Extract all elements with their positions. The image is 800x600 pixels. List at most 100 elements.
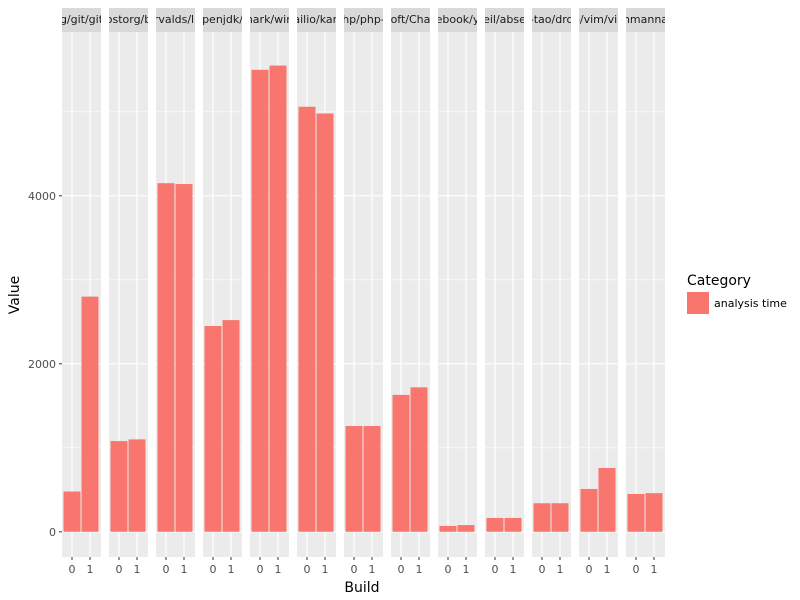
facet-panel-10: -tao/dro 0 1 xyxy=(530,8,574,576)
bar-0 xyxy=(533,503,551,532)
x-axis-title: Build xyxy=(344,580,379,596)
facet-strip-label: rvalds/li xyxy=(154,13,197,26)
facet-strip xyxy=(438,8,477,32)
facet-panel-6: hp/php- 0 1 xyxy=(342,8,385,576)
facet-panel-9: eil/abse 0 1 xyxy=(483,8,526,576)
x-tick-label: 0 xyxy=(257,563,264,576)
x-tick-label: 0 xyxy=(351,563,358,576)
bar-1 xyxy=(410,387,428,532)
facet-panel-background xyxy=(532,32,571,557)
bar-0 xyxy=(392,394,410,532)
x-tick-label: 1 xyxy=(275,563,282,576)
bar-1 xyxy=(222,320,240,532)
facet-panel-3: penjdk/0 1 xyxy=(202,8,243,576)
y-axis-title: Value xyxy=(7,276,23,314)
x-tick-label: 0 xyxy=(633,563,640,576)
bar-0 xyxy=(439,525,457,532)
facet-strip xyxy=(156,8,195,32)
facet-strip-label: ailio/kan xyxy=(293,13,339,26)
bar-0 xyxy=(345,425,363,532)
bar-0 xyxy=(251,69,269,532)
x-tick-label: 0 xyxy=(492,563,499,576)
facet-panel-background xyxy=(438,32,477,557)
bar-0 xyxy=(627,494,645,532)
bar-1 xyxy=(457,525,475,532)
facet-panel-4: hark/win 0 1 xyxy=(246,8,293,576)
bar-1 xyxy=(645,493,663,532)
facet-strip-label: hark/win xyxy=(246,13,293,26)
facet-strip xyxy=(297,8,336,32)
bar-0 xyxy=(204,326,222,532)
x-tick-label: 0 xyxy=(539,563,546,576)
facet-panel-8: ebook/y 0 1 xyxy=(438,8,477,576)
x-tick-label: 1 xyxy=(651,563,658,576)
bar-0 xyxy=(157,183,175,532)
x-tick-label: 1 xyxy=(510,563,517,576)
legend-key-analysis-time xyxy=(687,292,709,314)
x-tick-label: 1 xyxy=(322,563,329,576)
bar-1 xyxy=(598,467,616,532)
x-tick-label: 0 xyxy=(304,563,311,576)
facet-strip-label: penjdk/ xyxy=(202,13,243,26)
y-tick-label: 2000 xyxy=(28,358,56,371)
facet-strip xyxy=(626,8,665,32)
y-tick-label: 0 xyxy=(49,526,56,539)
bar-1 xyxy=(363,425,381,532)
x-tick-label: 1 xyxy=(87,563,94,576)
facet-strip xyxy=(485,8,524,32)
facet-strip xyxy=(391,8,430,32)
facet-strip-label: ostorg/b xyxy=(106,13,152,26)
bar-1 xyxy=(128,439,146,532)
x-tick-label: 1 xyxy=(228,563,235,576)
legend: Category analysis time xyxy=(687,273,787,314)
x-tick-label: 0 xyxy=(116,563,123,576)
x-tick-label: 0 xyxy=(210,563,217,576)
y-tick-label: 4000 xyxy=(28,190,56,203)
facet-strip xyxy=(579,8,618,32)
x-tick-label: 0 xyxy=(398,563,405,576)
bar-0 xyxy=(298,106,316,532)
x-tick-label: 1 xyxy=(557,563,564,576)
facet-strip xyxy=(250,8,289,32)
facet-strip xyxy=(203,8,242,32)
facet-strip-label: eil/abse xyxy=(483,13,526,26)
bar-1 xyxy=(175,184,193,532)
x-tick-label: 0 xyxy=(586,563,593,576)
facet-strip xyxy=(344,8,383,32)
legend-label-analysis-time: analysis time xyxy=(714,297,787,310)
facet-panel-0: g/git/git 0 1 xyxy=(60,8,104,576)
x-tick-label: 0 xyxy=(69,563,76,576)
x-tick-label: 1 xyxy=(369,563,376,576)
y-axis: 0 2000 4000 xyxy=(28,190,62,539)
facet-panel-12: hmanna 0 1 xyxy=(626,8,665,576)
facet-strip-label: p/vim/vin xyxy=(573,13,624,26)
facet-strip-label: -tao/dro xyxy=(530,13,574,26)
facet-strip-label: hp/php- xyxy=(342,13,385,26)
facet-strip xyxy=(109,8,148,32)
bar-1 xyxy=(316,113,334,532)
facet-strip xyxy=(532,8,571,32)
bar-0 xyxy=(110,441,128,532)
x-tick-label: 1 xyxy=(134,563,141,576)
bar-1 xyxy=(269,65,287,532)
facet-panel-11: p/vim/vin 0 1 xyxy=(573,8,624,576)
facet-strip-label: oft/Cha xyxy=(391,13,431,26)
x-tick-label: 0 xyxy=(163,563,170,576)
bar-0 xyxy=(63,491,81,532)
x-tick-label: 1 xyxy=(181,563,188,576)
facet-strip-label: g/git/git xyxy=(60,13,104,26)
facet-panel-2: rvalds/li 0 1 xyxy=(154,8,197,576)
facet-panel-background xyxy=(626,32,665,557)
facet-strip xyxy=(62,8,101,32)
x-tick-label: 1 xyxy=(416,563,423,576)
bar-1 xyxy=(551,503,569,532)
x-tick-label: 1 xyxy=(604,563,611,576)
facet-panel-7: oft/Cha 0 1 xyxy=(391,8,431,576)
facet-panel-5: ailio/kan 0 1 xyxy=(293,8,339,576)
x-tick-label: 0 xyxy=(445,563,452,576)
x-tick-label: 1 xyxy=(463,563,470,576)
legend-title: Category xyxy=(687,273,751,289)
bar-1 xyxy=(504,517,522,532)
